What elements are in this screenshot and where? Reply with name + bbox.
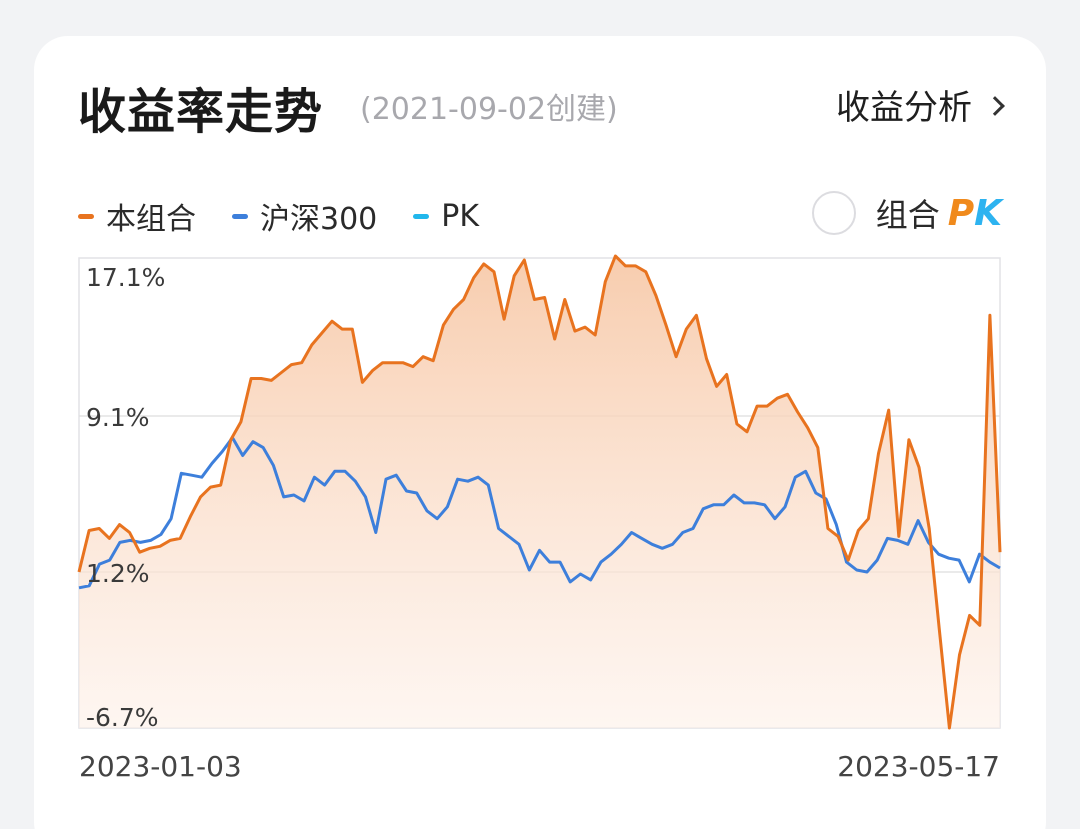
- portfolio-area: [79, 256, 1000, 728]
- analysis-label: 收益分析: [836, 88, 972, 128]
- legend-label-portfolio: 本组合: [106, 202, 196, 237]
- y-tick-label: -6.7%: [86, 703, 159, 732]
- pk-toggle-label: 组合: [875, 196, 940, 234]
- x-axis-start-label: 2023-01-03: [79, 750, 242, 783]
- legend-item-portfolio: 本组合: [78, 194, 196, 238]
- creation-date: (2021-09-02创建): [360, 92, 618, 127]
- pk-logo: PK: [948, 193, 1002, 234]
- analysis-link[interactable]: 收益分析: [836, 80, 1005, 129]
- pk-logo-p: P: [947, 192, 975, 234]
- legend-item-index: 沪深300: [232, 194, 377, 238]
- pk-radio[interactable]: [811, 191, 856, 235]
- legend-item-pk: PK: [413, 199, 479, 234]
- legend-swatch-pk: [413, 213, 430, 219]
- y-tick-label: 9.1%: [86, 403, 150, 432]
- x-axis-end-label: 2023-05-17: [837, 750, 1000, 783]
- legend-swatch-portfolio: [78, 213, 94, 219]
- legend-label-pk: PK: [441, 198, 480, 234]
- y-tick-label: 1.2%: [86, 559, 150, 588]
- legend-swatch-index: [232, 213, 248, 219]
- portfolio-series-line: [77, 254, 1002, 730]
- page-title: 收益率走势: [78, 84, 324, 140]
- chart-legend: 本组合 沪深300 PK: [78, 194, 515, 238]
- pk-toggle[interactable]: 组合 PK: [811, 190, 1002, 236]
- pk-logo-k: K: [974, 192, 1002, 234]
- y-axis-labels: 17.1% 9.1% 1.2% -6.7%: [86, 263, 165, 732]
- legend-label-index: 沪深300: [260, 202, 378, 237]
- y-tick-label: 17.1%: [86, 263, 165, 292]
